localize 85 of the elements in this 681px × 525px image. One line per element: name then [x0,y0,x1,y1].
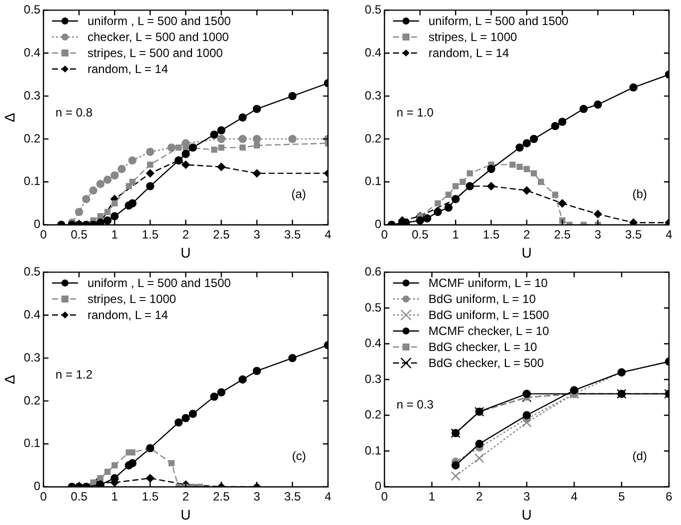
x-tick-label: 2.5 [212,227,230,242]
annotation: (b) [632,187,647,202]
y-tick-label: 0.3 [364,372,382,386]
x-tick-label: 1 [111,227,118,242]
x-tick-label: 2 [182,227,190,242]
legend-label: random, L = 14 [87,307,168,324]
legend-label: BdG checker, L = 500 [428,355,544,372]
x-tick-label: 3 [254,489,261,504]
y-tick-label: 0.5 [24,264,41,279]
x-tick-label: 0.5 [70,489,88,504]
x-tick-label: 4 [666,227,673,242]
y-axis-title: Δ [1,112,18,122]
x-tick-label: 3.5 [284,227,302,242]
legend-label: random, L = 14 [428,45,510,62]
legend-label: MCMF uniform, L = 10 [428,275,548,292]
x-tick-label: 2.5 [212,489,230,504]
x-tick-label: 4 [324,227,332,242]
y-tick-label: 0.3 [364,88,382,102]
legend-label: BdG uniform, L = 10 [428,291,536,308]
annotation: n = 0.3 [396,398,434,412]
legend-label: random, L = 14 [87,61,168,78]
y-tick-label: 0.5 [364,2,382,17]
x-tick-label: 1 [428,489,436,504]
y-tick-label: 0.4 [24,307,41,322]
x-axis-title: U [522,506,532,522]
annotation: (c) [292,449,306,464]
annotation: n = 1.0 [396,106,434,120]
y-axis-title: Δ [1,374,18,384]
x-tick-label: 4 [324,489,332,504]
annotation: n = 1.2 [55,368,93,382]
x-tick-label: 1.5 [142,227,159,242]
y-tick-label: 0 [374,479,382,494]
y-tick-label: 0.4 [364,45,382,60]
x-tick-label: 3.5 [284,489,302,504]
x-axis-title: U [522,244,532,260]
y-tick-label: 0.5 [364,300,382,314]
y-tick-label: 0.2 [24,393,41,408]
y-tick-label: 0 [34,479,41,494]
legend-label: stripes, L = 500 and 1000 [87,45,223,62]
x-tick-label: 1.5 [142,489,159,504]
legend-label: uniform , L = 500 and 1500 [87,13,231,30]
legend-label: BdG checker, L = 10 [428,339,538,356]
x-tick-label: 6 [666,489,673,504]
y-tick-label: 0 [34,217,41,232]
y-tick-label: 0.1 [364,443,382,458]
x-tick-label: 3.5 [625,227,642,242]
y-tick-label: 0.3 [24,88,41,102]
y-tick-label: 0.2 [24,131,41,146]
x-tick-label: 3 [594,227,602,242]
x-tick-label: 3 [254,227,261,242]
x-tick-label: 3 [523,489,530,504]
y-tick-label: 0 [374,217,382,232]
y-tick-label: 0.5 [24,2,41,17]
x-tick-label: 2 [182,489,190,504]
x-tick-label: 5 [618,489,626,504]
legend-label: BdG uniform, L = 1500 [428,307,550,324]
x-tick-label: 1.5 [482,227,500,242]
legend-label: MCMF checker, L = 10 [428,323,550,340]
x-tick-label: 2.5 [554,227,571,242]
x-tick-label: 2 [523,227,530,242]
y-tick-label: 0.3 [24,350,41,364]
x-axis-title: U [180,244,191,260]
x-tick-label: 4 [570,489,578,504]
annotation: (d) [632,449,647,464]
legend-label: stripes, L = 1000 [87,291,176,308]
x-tick-label: 1 [111,489,118,504]
y-tick-label: 0.6 [364,264,382,279]
x-tick-label: 0.5 [70,227,88,242]
legend-label: uniform, L = 500 and 1500 [428,13,568,30]
y-tick-label: 0.4 [364,336,382,350]
x-tick-label: 2 [476,489,483,504]
y-tick-label: 0.1 [364,174,382,188]
x-axis-title: U [180,506,191,522]
legend-label: uniform , L = 500 and 1500 [87,275,231,292]
x-tick-label: 0.5 [412,227,429,242]
annotation: (a) [291,187,306,202]
y-tick-label: 0.2 [364,408,382,422]
annotation: n = 0.8 [55,106,93,120]
y-tick-label: 0.2 [364,131,382,146]
legend-label: stripes, L = 1000 [428,29,518,46]
legend-label: checker, L = 500 and 1000 [87,29,229,46]
y-tick-label: 0.4 [24,45,41,60]
y-tick-label: 0.1 [24,436,41,450]
y-tick-label: 0.1 [24,174,41,188]
x-tick-label: 1 [452,227,460,242]
